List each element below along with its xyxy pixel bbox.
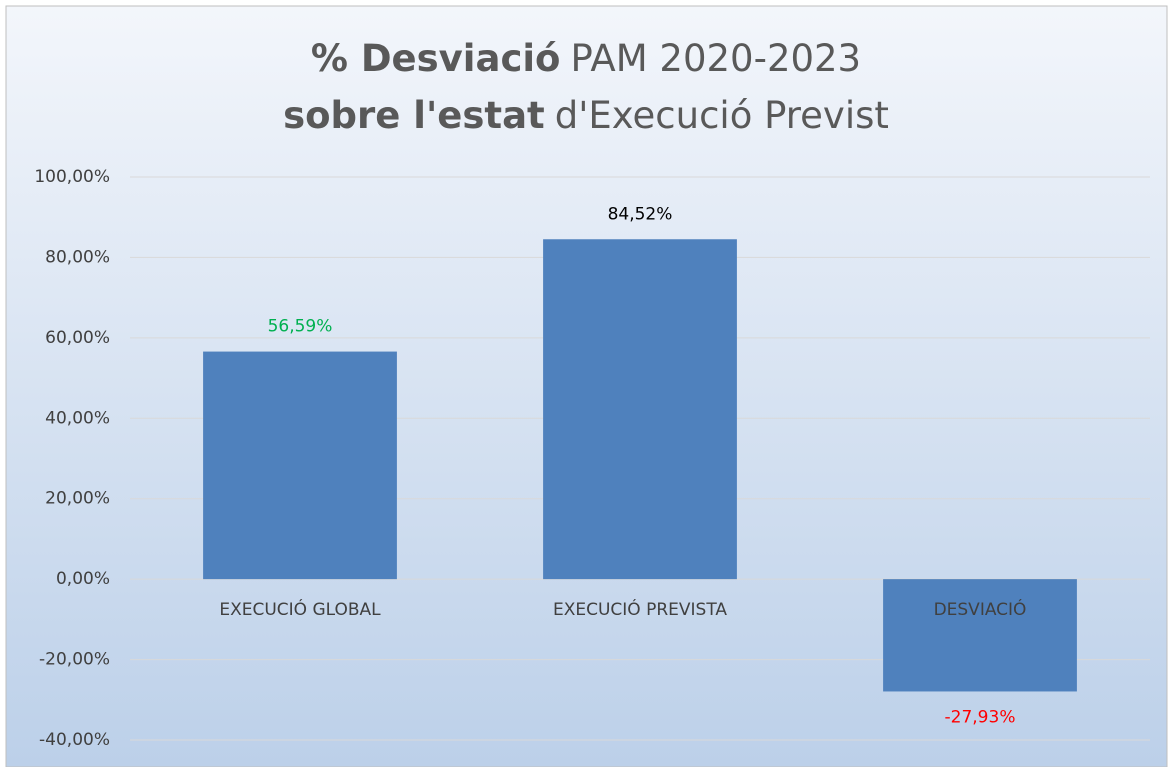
x-tick-label: EXECUCIÓ GLOBAL — [219, 598, 381, 620]
title-text: d'Execució Previst — [555, 94, 889, 137]
y-tick-label: 100,00% — [34, 167, 110, 187]
y-tick-label: -20,00% — [39, 650, 110, 670]
value-label: -27,93% — [945, 707, 1016, 727]
bar — [883, 579, 1077, 692]
y-tick-label: 60,00% — [45, 328, 110, 348]
chart-title: % Desviació PAM 2020-2023 — [311, 37, 861, 80]
value-label: 56,59% — [268, 317, 333, 337]
y-tick-label: 0,00% — [56, 569, 110, 589]
y-tick-label: -40,00% — [39, 730, 110, 750]
y-tick-label: 20,00% — [45, 489, 110, 509]
y-tick-label: 40,00% — [45, 408, 110, 428]
title-text: PAM 2020-2023 — [570, 37, 861, 80]
bar — [203, 351, 397, 580]
bar — [543, 239, 737, 580]
title-bold: sobre l'estat — [283, 94, 545, 137]
chart-title: sobre l'estat d'Execució Previst — [283, 94, 889, 137]
title-bold: % Desviació — [311, 37, 561, 80]
x-tick-label: EXECUCIÓ PREVISTA — [553, 598, 727, 620]
value-label: 84,52% — [608, 204, 673, 224]
x-tick-label: DESVIACIÓ — [934, 598, 1027, 620]
y-tick-label: 80,00% — [45, 247, 110, 267]
